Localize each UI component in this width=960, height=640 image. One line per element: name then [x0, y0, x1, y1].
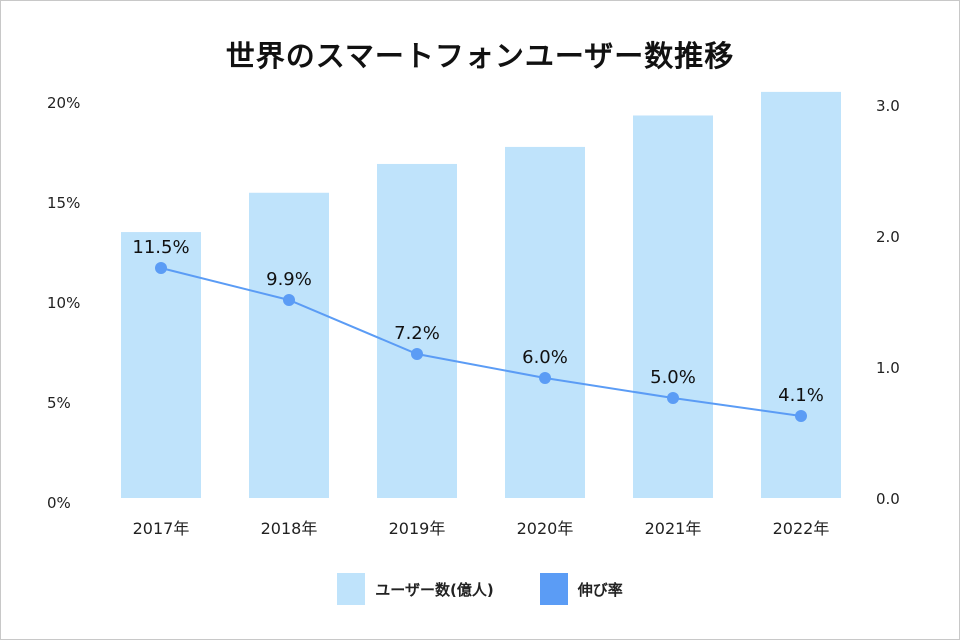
x-tick-label: 2017年 [133, 519, 190, 538]
left-tick-label: 0% [47, 494, 71, 512]
growth-point [795, 410, 807, 422]
legend-item-growth: 伸び率 [539, 573, 623, 605]
growth-data-label: 7.2% [394, 323, 440, 344]
bar-2020年 [505, 146, 585, 499]
left-tick-label: 20% [47, 94, 80, 112]
left-tick-label: 10% [47, 294, 80, 312]
left-tick-label: 5% [47, 394, 71, 412]
growth-point [539, 372, 551, 384]
legend-swatch-users [337, 573, 366, 605]
legend-label-users: ユーザー数(億人) [375, 580, 494, 599]
x-tick-label: 2019年 [389, 519, 446, 538]
growth-line [160, 267, 802, 417]
growth-data-label: 5.0% [650, 367, 696, 388]
legend-item-users: ユーザー数(億人) [337, 573, 494, 605]
right-tick-label: 1.0 [876, 359, 900, 377]
chart-title: 世界のスマートフォンユーザー数推移 [225, 39, 735, 73]
growth-point [411, 348, 423, 360]
growth-point [283, 294, 295, 306]
legend: ユーザー数(億人) 伸び率 [1, 573, 959, 605]
growth-point [155, 262, 167, 274]
growth-data-label: 9.9% [266, 269, 312, 290]
bar-2019年 [377, 163, 457, 498]
legend-label-growth: 伸び率 [577, 580, 623, 599]
growth-data-label: 4.1% [778, 385, 824, 406]
growth-data-label: 11.5% [132, 237, 189, 258]
x-tick-label: 2020年 [517, 519, 574, 538]
bar-2017年 [121, 232, 201, 498]
right-tick-label: 2.0 [876, 228, 900, 246]
right-tick-label: 3.0 [876, 97, 900, 115]
legend-swatch-growth [539, 573, 568, 605]
x-tick-label: 2018年 [261, 519, 318, 538]
growth-data-label: 6.0% [522, 347, 568, 368]
growth-point [667, 392, 679, 404]
left-tick-label: 15% [47, 194, 80, 212]
bar-2021年 [633, 115, 713, 498]
x-tick-label: 2022年 [773, 519, 830, 538]
bar-2018年 [249, 192, 329, 498]
right-tick-label: 0.0 [876, 490, 900, 508]
bar-2022年 [761, 91, 841, 499]
x-tick-label: 2021年 [645, 519, 702, 538]
